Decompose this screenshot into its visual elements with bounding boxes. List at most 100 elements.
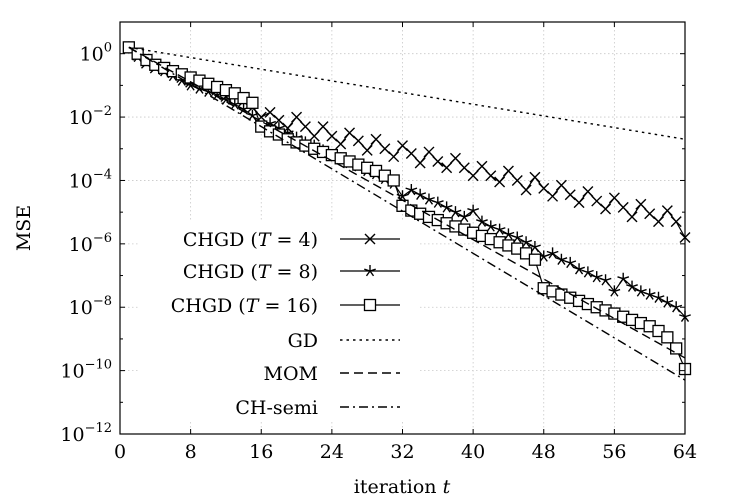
legend-item: CH-semi [235, 397, 400, 419]
legend-marker [363, 298, 377, 312]
data-point [564, 256, 577, 269]
data-point [644, 208, 656, 220]
data-point [511, 231, 524, 243]
data-point [652, 291, 665, 303]
data-point [449, 206, 462, 218]
data-point [308, 130, 320, 142]
legend-label: MOM [264, 363, 319, 385]
data-point [485, 170, 497, 182]
legend-item: CHGD (T = 4) [183, 229, 400, 251]
data-point [546, 247, 559, 259]
data-point [643, 288, 656, 300]
data-point [440, 201, 453, 213]
data-point [432, 155, 444, 167]
data-point [653, 216, 665, 228]
data-point [528, 253, 542, 266]
data-point [458, 162, 470, 174]
data-point [361, 144, 373, 156]
x-tick-label: 64 [673, 441, 697, 463]
data-point [387, 174, 400, 187]
x-tick-label: 0 [114, 441, 126, 463]
data-point [449, 152, 461, 164]
data-point [555, 179, 567, 191]
data-point [652, 324, 665, 338]
x-tick-label: 48 [532, 441, 556, 463]
data-point [246, 96, 259, 109]
y-tick-label: 100 [80, 41, 112, 66]
data-point [608, 192, 620, 204]
data-point [555, 253, 568, 265]
data-point [423, 146, 435, 158]
legend-item: MOM [264, 363, 400, 385]
legend-label: CH-semi [235, 397, 318, 419]
x-tick-label: 16 [249, 441, 273, 463]
x-tick-label: 40 [461, 441, 485, 463]
data-point [326, 130, 338, 142]
data-point [661, 296, 674, 308]
data-point [511, 174, 523, 186]
legend-item: GD [288, 330, 400, 352]
legend-label: CHGD (T = 4) [183, 229, 318, 251]
data-point [405, 148, 417, 160]
data-point [634, 285, 647, 297]
x-tick-label: 8 [185, 441, 197, 463]
data-point [299, 121, 311, 133]
series-line [128, 46, 686, 381]
data-point [617, 272, 630, 284]
data-point [626, 211, 638, 223]
data-point [405, 183, 418, 196]
data-point [547, 190, 559, 202]
data-point [379, 143, 391, 155]
series-line [128, 46, 686, 140]
data-point [352, 135, 364, 147]
data-point [520, 236, 533, 248]
data-point [538, 182, 550, 194]
x-tick-label: 56 [602, 441, 626, 463]
data-point [529, 171, 541, 183]
data-point [670, 216, 682, 228]
data-point [661, 205, 673, 217]
data-point [476, 160, 488, 172]
data-point [441, 162, 453, 174]
data-point [520, 184, 532, 196]
x-tick-label: 24 [320, 441, 344, 463]
grid [120, 22, 685, 434]
legend-marker [364, 233, 376, 245]
y-axis-label: MSE [13, 205, 35, 251]
data-point [493, 223, 506, 235]
data-point [502, 228, 515, 240]
data-point [431, 196, 444, 208]
legend-item: CHGD (T = 8) [183, 261, 400, 283]
data-point [344, 127, 356, 139]
data-point [599, 274, 612, 286]
series-gd [128, 46, 686, 140]
data-point [335, 138, 347, 150]
y-tick-label: 10−10 [60, 358, 112, 383]
data-point [600, 203, 612, 215]
series-line [128, 46, 686, 359]
data-point [396, 190, 409, 202]
legend: CHGD (T = 4) CHGD (T = 8) CHGD (T = 16) GD M… [140, 222, 418, 422]
data-point [590, 271, 603, 283]
data-point [397, 140, 408, 152]
legend-marker [364, 265, 376, 277]
y-tick-label: 10−8 [69, 294, 112, 319]
data-point [591, 195, 603, 207]
series-ch-semi [128, 46, 686, 381]
data-point [476, 215, 488, 227]
data-point [529, 241, 541, 253]
data-point [573, 197, 585, 209]
data-point [273, 114, 285, 126]
y-tick-label: 10−2 [69, 104, 112, 129]
data-point [573, 263, 585, 275]
data-point [581, 266, 594, 278]
y-tick-label: 10−6 [69, 231, 112, 256]
data-point [423, 193, 435, 205]
series-line [128, 46, 686, 318]
data-point [626, 280, 638, 292]
series-mom [128, 46, 686, 359]
data-point [537, 250, 550, 262]
data-point [502, 165, 514, 177]
data-point [458, 210, 471, 223]
